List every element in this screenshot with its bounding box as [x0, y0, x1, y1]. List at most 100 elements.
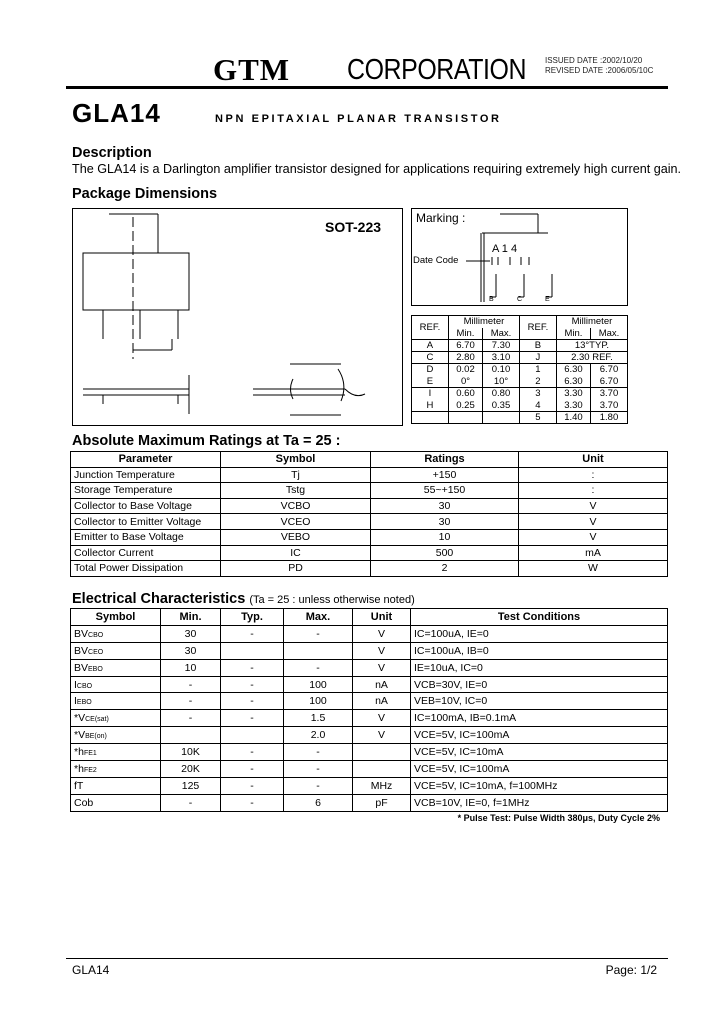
dimensions-table: REF. Millimeter REF. Millimeter Min. Max. Min… [411, 315, 629, 424]
dimension-cell: A [411, 339, 449, 352]
dimension-cell: E [411, 375, 449, 388]
test-condition: VEB=10V, IC=0 [410, 692, 668, 711]
rating-value: 30 [370, 497, 519, 515]
characteristic-row: fT 125- - MHz VCE=5V, IC=10mA, f=100MHz [70, 776, 668, 795]
dimension-cell: 3.70 [590, 399, 628, 412]
col-typ: Typ. [220, 608, 284, 626]
rating-symbol: VCEO [220, 513, 371, 530]
marking-text: A 1 4 [492, 243, 518, 255]
model-title: GLA14 [72, 98, 161, 128]
characteristic-max: 6 [283, 793, 353, 812]
test-condition: IC=100mA, IB=0.1mA [410, 709, 668, 728]
rating-value: 500 [370, 544, 519, 562]
rating-symbol: PD [220, 560, 371, 577]
characteristic-row: Cob - -6 pF VCB=10V, IE=0, f=1MHz [70, 793, 668, 812]
dimension-cell: 3.70 [590, 387, 628, 400]
test-condition: IC=100uA, IB=0 [410, 641, 668, 660]
min-header: Min. [555, 327, 592, 340]
test-condition: IC=100uA, IE=0 [410, 624, 668, 643]
characteristic-max: 2.0 [283, 726, 353, 745]
pin-c-label: C [517, 296, 523, 303]
rating-row: Junction Temperature Tj +150: [70, 466, 668, 484]
dimension-cell: 0.80 [482, 387, 520, 400]
dimension-cell: 4 [518, 399, 557, 412]
characteristic-symbol: ICBO [70, 675, 161, 694]
symbol-subscript: CBO [76, 682, 93, 690]
brand-logo: GTM [213, 52, 291, 87]
dimension-cell: C [411, 351, 449, 364]
characteristic-typ: - [220, 793, 284, 812]
revised-date: REVISED DATE :2006/05/10C [545, 66, 654, 75]
characteristic-row: ICBO - -100 nA VCB=30V, IE=0 [70, 675, 668, 694]
dimension-cell: 0.60 [447, 387, 484, 400]
characteristic-min: - [160, 692, 221, 711]
characteristic-row: BVCBO 30- - V IC=100uA, IE=0 [70, 624, 668, 643]
dimension-row: E 0° 10° 2 6.30 6.70 [411, 375, 628, 388]
rating-unit: : [518, 466, 668, 484]
symbol-base: *h [74, 746, 84, 759]
rating-unit: : [518, 482, 668, 499]
characteristic-unit: V [352, 726, 411, 745]
marking-box: Marking : A 1 4 Date Code B C E [411, 208, 628, 306]
electrical-title: Electrical Characteristics [72, 591, 246, 607]
electrical-table: Symbol Min. Typ. Max. Unit Test Conditions BV… [70, 608, 668, 812]
characteristic-row: *hFE2 20K - - VCE=5V, IC=100mA [70, 760, 668, 778]
dimension-cell: 2.30 REF. [555, 351, 629, 364]
col-ratings: Ratings [370, 451, 519, 468]
rating-parameter: Storage Temperature [70, 482, 221, 499]
dimension-cell [447, 411, 484, 424]
rating-value: +150 [370, 466, 519, 484]
characteristic-row: *VCE(sat) - -1.5 V IC=100mA, IB=0.1mA [70, 709, 668, 728]
characteristic-max: 1.5 [283, 709, 353, 728]
characteristic-row: IEBO - -100 nA VEB=10V, IC=0 [70, 692, 668, 711]
col-test-conditions: Test Conditions [410, 608, 668, 626]
electrical-note: (Ta = 25 : unless otherwise noted) [249, 594, 415, 606]
test-condition: VCE=5V, IC=10mA [410, 743, 668, 762]
symbol-base: *V [74, 712, 86, 725]
characteristic-unit [352, 760, 411, 778]
dimension-row: 5 1.40 1.80 [411, 411, 628, 424]
rating-parameter: Total Power Dissipation [70, 560, 221, 577]
symbol-base: *V [74, 729, 86, 742]
rating-parameter: Junction Temperature [70, 466, 221, 484]
dimension-cell: 5 [518, 411, 557, 424]
characteristic-min: - [160, 675, 221, 694]
rating-value: 2 [370, 560, 519, 577]
description-heading: Description [72, 145, 152, 161]
characteristic-symbol: *hFE1 [70, 743, 161, 762]
header-rule [66, 86, 668, 89]
rating-symbol: IC [220, 544, 371, 562]
characteristic-max: 100 [283, 675, 353, 694]
rating-row: Total Power Dissipation PD 2 W [70, 560, 668, 577]
symbol-subscript: FE2 [83, 766, 97, 774]
rating-parameter: Emitter to Base Voltage [70, 528, 221, 546]
symbol-subscript: EBO [88, 665, 103, 673]
characteristic-symbol: BVCBO [70, 624, 161, 643]
symbol-base: I [74, 695, 77, 708]
characteristic-max: - [283, 658, 353, 677]
characteristic-min: 10 [160, 658, 221, 677]
dimension-cell: 13°TYP. [555, 339, 629, 352]
characteristic-unit [352, 743, 411, 762]
dimension-row: C 2.80 3.10 J 2.30 REF. [411, 351, 629, 364]
col-symbol: Symbol [220, 451, 371, 468]
col-max: Max. [283, 608, 353, 626]
symbol-subscript: CEO [88, 648, 104, 656]
rating-symbol: VCBO [220, 497, 371, 515]
package-outline-drawing [82, 213, 366, 416]
ref-header: REF. [518, 315, 557, 340]
dimension-cell: 2 [518, 375, 557, 388]
rating-unit: W [518, 560, 668, 577]
package-heading: Package Dimensions [72, 186, 218, 202]
dimension-cell: 6.70 [590, 375, 628, 388]
dimension-cell: 0.35 [482, 399, 520, 412]
symbol-base: *h [74, 762, 84, 775]
characteristic-typ: - [220, 675, 284, 694]
rating-unit: mA [518, 544, 668, 562]
footer-page: Page: 1/2 [605, 963, 657, 977]
ref-header: REF. [411, 315, 449, 340]
rating-unit: V [518, 528, 668, 546]
characteristic-symbol: BVCEO [70, 641, 161, 660]
dimension-cell: 0.25 [447, 399, 484, 412]
col-symbol: Symbol [70, 608, 161, 626]
